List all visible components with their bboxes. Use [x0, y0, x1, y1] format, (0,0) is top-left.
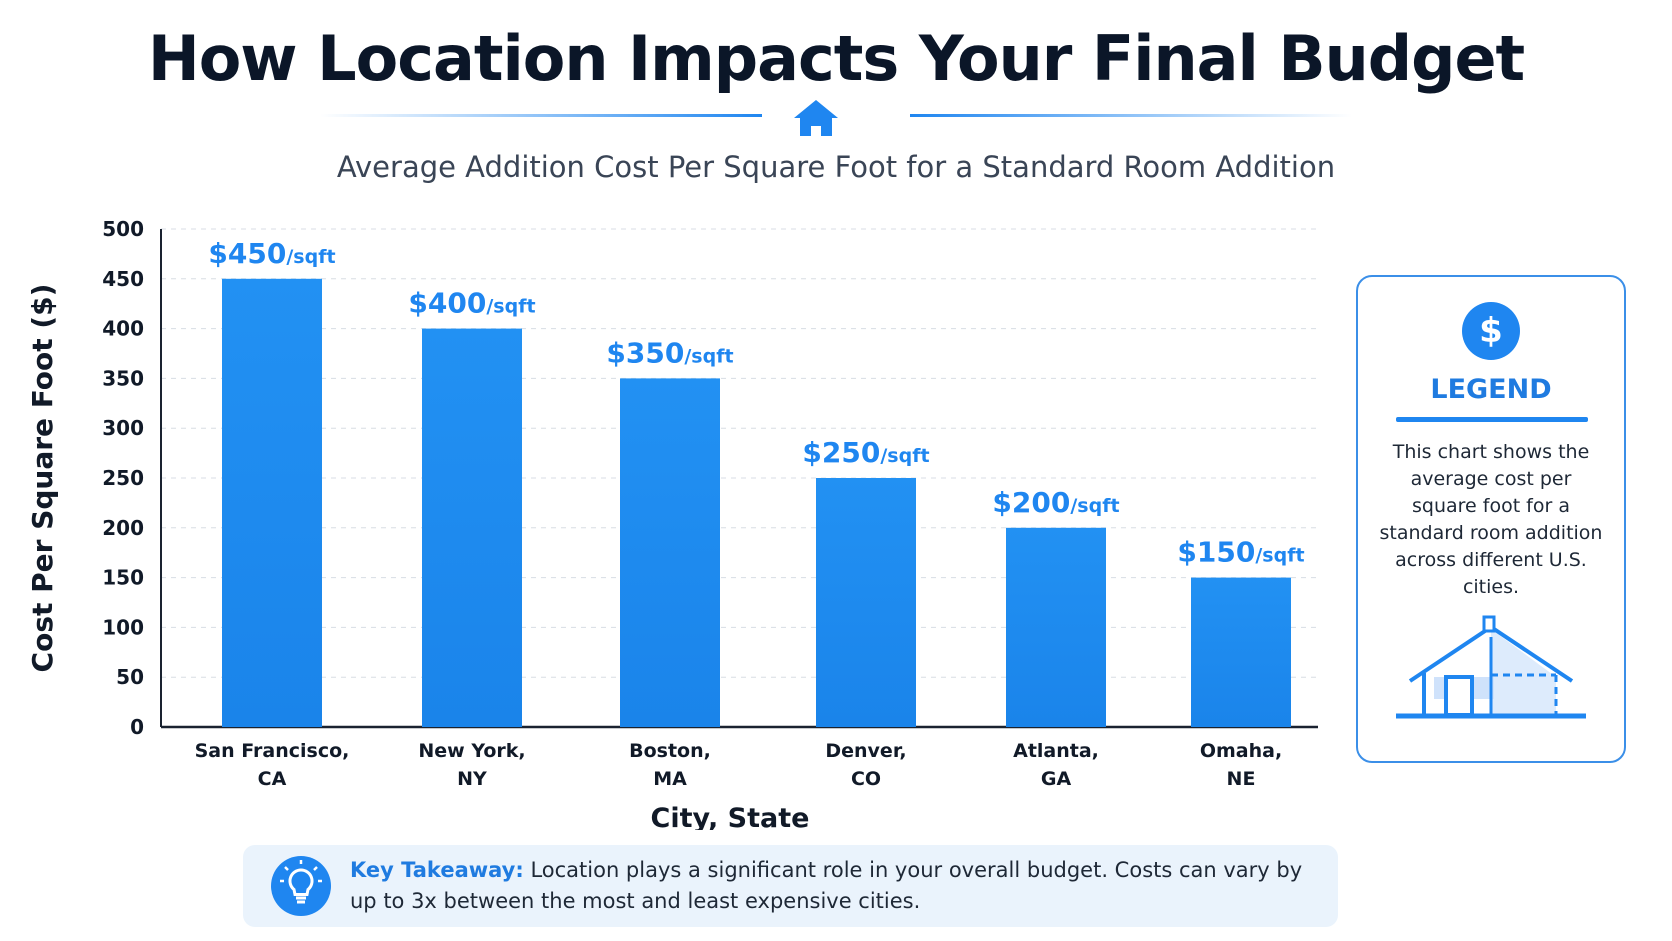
house-icon [794, 100, 838, 136]
y-tick-label: 300 [102, 416, 144, 440]
x-tick-label: Denver, [825, 740, 906, 762]
bar [1006, 527, 1106, 727]
x-tick-label: San Francisco, [195, 740, 350, 762]
x-tick-label: NE [1227, 768, 1256, 790]
bar-chart: 0 50 100 150 200 250 300 350 400 450 500 Cost Per S… [26, 217, 1318, 830]
y-tick-label: 100 [102, 615, 144, 639]
x-tick-label: New York, [418, 740, 525, 762]
title-divider [320, 100, 1352, 136]
bar-value-label: $400/sqft [408, 287, 535, 320]
bar [816, 478, 916, 727]
legend-panel: $ LEGEND This chart shows the average co… [1356, 275, 1626, 763]
legend-rule [1396, 417, 1588, 422]
y-tick-label: 0 [130, 715, 144, 739]
house-addition-icon [1396, 615, 1586, 719]
x-tick-label: Atlanta, [1013, 740, 1099, 762]
bar [1191, 577, 1291, 727]
y-tick-label: 50 [116, 665, 144, 689]
y-tick-label: 200 [102, 516, 144, 540]
x-tick-label: Boston, [629, 740, 711, 762]
legend-title: LEGEND [1430, 374, 1552, 405]
bar-value-label: $350/sqft [606, 336, 733, 369]
x-axis-title: City, State [651, 803, 810, 830]
bar-value-label: $450/sqft [208, 237, 335, 270]
y-tick-label: 400 [102, 317, 144, 341]
dollar-icon: $ [1462, 302, 1520, 360]
page-title: How Location Impacts Your Final Budget [147, 22, 1525, 95]
bar-value-label: $250/sqft [802, 436, 929, 469]
x-tick-label: NY [457, 768, 487, 790]
y-tick-label: 350 [102, 366, 144, 390]
y-tick-label: 500 [102, 217, 144, 241]
x-tick-label: MA [653, 768, 687, 790]
key-takeaway-panel: Key Takeaway: Location plays a significa… [243, 845, 1338, 927]
x-tick-label: CO [851, 768, 881, 790]
takeaway-label: Key Takeaway: [350, 858, 524, 882]
y-tick-label: 450 [102, 267, 144, 291]
lightbulb-icon [271, 856, 331, 916]
y-tick-label: 150 [102, 566, 144, 590]
y-tick-label: 250 [102, 466, 144, 490]
bar [222, 278, 322, 727]
bar [422, 328, 522, 727]
x-tick-label: CA [258, 768, 287, 790]
bar-value-label: $150/sqft [1177, 536, 1304, 569]
takeaway-text: Key Takeaway: Location plays a significa… [350, 855, 1310, 917]
y-axis-title: Cost Per Square Foot ($) [26, 284, 59, 673]
chart-subtitle: Average Addition Cost Per Square Foot fo… [336, 150, 1336, 184]
bar-value-label: $200/sqft [992, 486, 1119, 519]
legend-description: This chart shows the average cost per sq… [1379, 441, 1603, 598]
takeaway-body: Location plays a significant role in you… [350, 858, 1303, 913]
x-tick-label: GA [1041, 768, 1072, 790]
bar [620, 378, 720, 727]
x-tick-label: Omaha, [1200, 740, 1282, 762]
